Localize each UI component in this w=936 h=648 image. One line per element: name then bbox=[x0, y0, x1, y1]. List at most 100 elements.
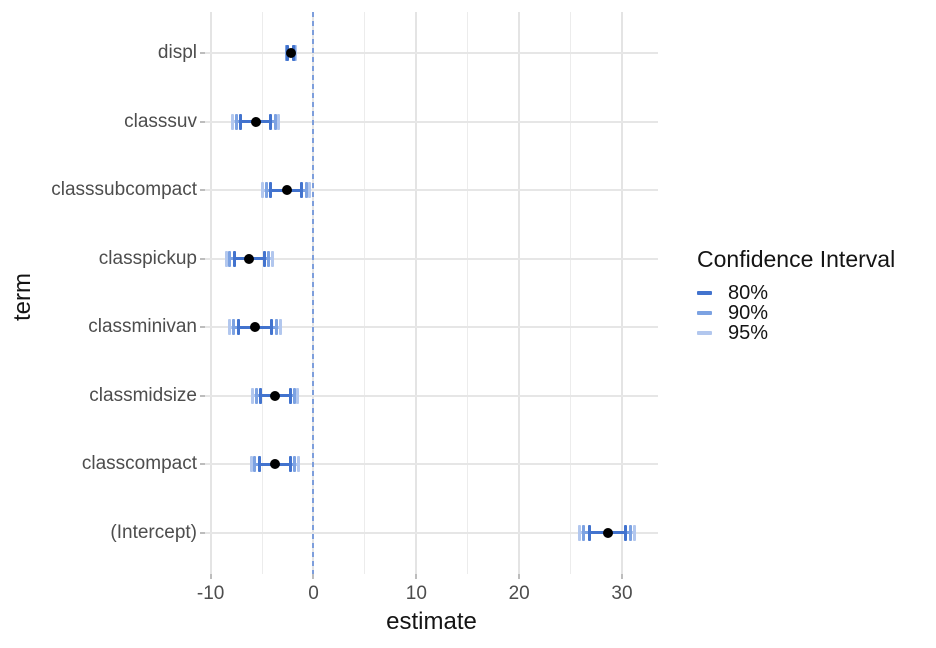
ci-cap-90-upper bbox=[628, 524, 632, 541]
ci-cap-90-upper bbox=[267, 250, 271, 267]
x-axis-tick bbox=[621, 574, 623, 579]
x-tick-label: 0 bbox=[308, 583, 319, 604]
ci-cap-95-lower bbox=[224, 250, 228, 267]
y-axis-tick bbox=[200, 257, 205, 260]
x-axis-tick bbox=[312, 574, 315, 579]
gridline-major-horizontal bbox=[205, 189, 658, 191]
ci-cap-80-lower bbox=[258, 387, 262, 404]
ci-cap-95-upper bbox=[279, 319, 283, 335]
gridline-major-horizontal bbox=[205, 120, 658, 123]
x-tick-label: 20 bbox=[508, 583, 530, 604]
legend-key-line bbox=[697, 291, 712, 295]
y-axis-tick bbox=[200, 120, 205, 123]
estimate-point bbox=[250, 116, 261, 127]
y-axis-tick bbox=[200, 531, 205, 534]
x-tick-label: 30 bbox=[611, 583, 633, 604]
ci-cap-90-upper bbox=[304, 182, 308, 198]
ci-cap-90-lower bbox=[253, 456, 257, 472]
y-axis-tick bbox=[200, 189, 205, 191]
y-axis-tick bbox=[200, 463, 205, 465]
ci-cap-80-lower bbox=[269, 182, 273, 198]
gridline-major-horizontal bbox=[205, 463, 658, 465]
y-tick-label: classmidsize bbox=[89, 384, 197, 406]
ci-cap-95-upper bbox=[296, 387, 300, 404]
ci-cap-90-lower bbox=[234, 113, 238, 130]
gridline-major-vertical bbox=[209, 12, 212, 574]
gridline-major-horizontal bbox=[205, 257, 658, 260]
ci-cap-90-upper bbox=[293, 456, 297, 472]
legend-entry: 90% bbox=[697, 303, 929, 323]
ci-cap-90-upper bbox=[273, 113, 277, 130]
ci-cap-90-lower bbox=[264, 182, 268, 198]
y-axis-tick bbox=[200, 52, 205, 54]
gridline-major-horizontal bbox=[205, 52, 658, 54]
ci-cap-80-upper bbox=[262, 250, 266, 267]
ci-cap-80-upper bbox=[269, 113, 273, 130]
estimate-point bbox=[602, 527, 613, 538]
gridline-minor-vertical bbox=[467, 12, 469, 574]
x-axis-title: estimate bbox=[386, 608, 477, 635]
ci-cap-95-lower bbox=[250, 387, 254, 404]
zero-reference-line bbox=[312, 12, 315, 574]
y-tick-label: classminivan bbox=[88, 316, 197, 337]
gridline-major-horizontal bbox=[205, 531, 658, 534]
ci-cap-95-lower bbox=[230, 113, 234, 130]
ci-cap-90-upper bbox=[275, 319, 279, 335]
ci-cap-80-upper bbox=[288, 387, 292, 404]
ci-cap-95-lower bbox=[578, 524, 582, 541]
ci-cap-95-upper bbox=[270, 250, 274, 267]
x-axis-tick bbox=[518, 574, 521, 579]
ci-cap-80-lower bbox=[238, 113, 242, 130]
gridline-major-vertical bbox=[415, 12, 418, 574]
ci-cap-95-upper bbox=[632, 524, 636, 541]
ci-cap-80-lower bbox=[236, 319, 240, 335]
estimate-point bbox=[249, 322, 260, 332]
x-axis-tick bbox=[209, 574, 212, 579]
ci-cap-90-upper bbox=[292, 387, 296, 404]
ci-cap-95-upper bbox=[296, 456, 300, 472]
ci-cap-80-upper bbox=[288, 456, 292, 472]
legend-entry: 80% bbox=[697, 283, 929, 303]
x-tick-label: -10 bbox=[196, 583, 225, 604]
legend-title: Confidence Interval bbox=[697, 246, 896, 272]
gridline-major-horizontal bbox=[205, 394, 658, 397]
ci-cap-80-upper bbox=[623, 524, 627, 541]
ci-cap-90-lower bbox=[254, 387, 258, 404]
y-tick-label: displ bbox=[157, 42, 197, 63]
gridline-major-horizontal bbox=[205, 326, 658, 328]
estimate-point bbox=[285, 48, 296, 58]
legend-entry-label: 90% bbox=[728, 302, 769, 324]
ci-cap-95-lower bbox=[261, 182, 265, 198]
y-axis-tick bbox=[200, 326, 205, 328]
y-axis-tick bbox=[200, 394, 205, 397]
ci-cap-95-upper bbox=[277, 113, 281, 130]
legend-entries: 80% 90% 95% bbox=[697, 283, 929, 343]
ci-cap-80-upper bbox=[270, 319, 274, 335]
gridline-major-vertical bbox=[621, 12, 623, 574]
ci-cap-80-lower bbox=[587, 524, 591, 541]
gridline-minor-vertical bbox=[570, 12, 572, 574]
ci-cap-95-lower bbox=[227, 319, 231, 335]
gridline-major-vertical bbox=[518, 12, 521, 574]
estimate-point bbox=[270, 390, 281, 401]
ci-cap-80-lower bbox=[257, 456, 261, 472]
legend-entry-label: 95% bbox=[728, 322, 769, 344]
estimate-point bbox=[281, 185, 292, 195]
ci-cap-95-lower bbox=[249, 456, 253, 472]
x-tick-label: 10 bbox=[405, 583, 427, 604]
gridline-minor-vertical bbox=[364, 12, 366, 574]
ci-cap-80-upper bbox=[300, 182, 304, 198]
estimate-point bbox=[269, 459, 280, 469]
ci-cap-90-lower bbox=[231, 319, 235, 335]
legend-key-line bbox=[697, 331, 712, 335]
y-tick-label: classcompact bbox=[81, 453, 197, 474]
y-tick-label: classsuv bbox=[124, 110, 197, 132]
y-tick-label: classsubcompact bbox=[51, 179, 197, 200]
legend-entry: 95% bbox=[697, 323, 929, 343]
legend: Confidence Interval 80% 90% 95% bbox=[697, 246, 929, 343]
estimate-point bbox=[244, 253, 255, 264]
x-axis-tick bbox=[415, 574, 418, 579]
gridline-minor-vertical bbox=[261, 12, 263, 574]
ci-cap-90-lower bbox=[582, 524, 586, 541]
legend-key-line bbox=[697, 311, 712, 315]
